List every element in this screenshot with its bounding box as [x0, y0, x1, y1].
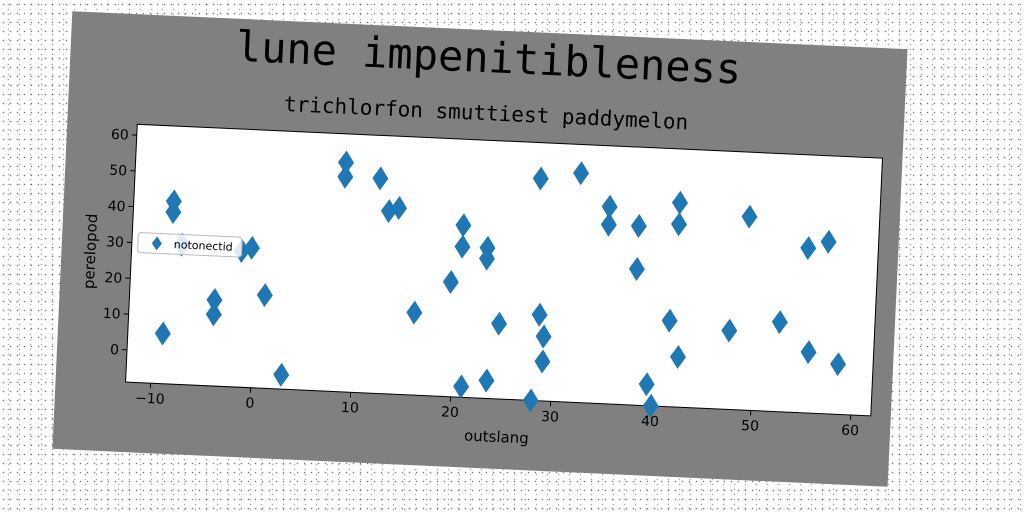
scatter-point-diamond: [479, 246, 495, 271]
scatter-point-diamond: [391, 195, 408, 220]
scatter-point-diamond: [256, 283, 273, 308]
scatter-point-diamond: [661, 308, 678, 333]
y-tick-label: 30: [106, 234, 125, 251]
scatter-point-diamond: [534, 349, 551, 374]
x-tick-label: −10: [135, 391, 165, 408]
x-tick-label: 10: [341, 400, 360, 417]
data-points: [154, 150, 847, 418]
scatter-point-diamond: [491, 311, 508, 336]
scatter-point-diamond: [630, 214, 647, 239]
scatter-point-diamond: [820, 229, 837, 254]
scatter-point-diamond: [338, 150, 355, 175]
y-tick-label: 0: [110, 342, 120, 358]
scatter-point-diamond: [372, 166, 389, 191]
legend-marker-diamond: [151, 236, 162, 251]
y-axis-label: perelopod: [80, 213, 101, 289]
x-tick-label: 30: [541, 409, 560, 426]
scatter-point-diamond: [671, 190, 688, 215]
legend-box: [137, 232, 243, 258]
scatter-point-diamond: [601, 194, 618, 219]
scatter-point-diamond: [800, 236, 817, 261]
plot-area: [125, 123, 884, 417]
scatter-point-diamond: [741, 204, 758, 229]
y-tick-label: 10: [102, 306, 121, 323]
y-tick-label: 50: [109, 163, 128, 180]
scatter-point-diamond: [337, 164, 354, 189]
y-axis-ticks: 0 10 20 30 40 50 60: [102, 127, 137, 358]
scatter-point-diamond: [830, 352, 847, 377]
legend: notonectid: [137, 232, 243, 258]
legend-label: notonectid: [174, 238, 233, 254]
x-axis-ticks: −10 0 10 20 30 40 50 60: [135, 383, 860, 440]
scatter-point-diamond: [800, 340, 817, 365]
scatter-point-diamond: [531, 302, 548, 327]
scatter-point-diamond: [442, 270, 459, 295]
scatter-point-diamond: [771, 310, 788, 335]
y-tick-label: 40: [107, 198, 126, 215]
x-tick-label: 40: [641, 413, 660, 430]
scatter-point-diamond: [380, 199, 397, 224]
x-tick-label: 0: [245, 396, 255, 412]
scatter-point-diamond: [671, 212, 688, 237]
scatter-point-diamond: [573, 161, 590, 186]
x-axis-label: outslang: [464, 426, 530, 447]
scatter-point-diamond: [535, 324, 552, 349]
x-tick-label: 20: [441, 404, 460, 421]
scatter-point-diamond: [154, 321, 171, 346]
scatter-point-diamond: [638, 372, 655, 397]
scatter-point-diamond: [206, 288, 223, 312]
scatter-point-diamond: [165, 200, 182, 225]
chart-rotated-group: lune impenitibleness trichlorfon smuttie…: [52, 11, 908, 487]
x-tick-label: 60: [841, 423, 860, 440]
scatter-point-diamond: [628, 256, 645, 281]
scatter-point-diamond: [454, 234, 471, 259]
scatter-point-diamond: [273, 362, 290, 387]
scatter-point-diamond: [721, 318, 738, 343]
scatter-point-diamond: [600, 212, 617, 237]
y-tick-label: 20: [104, 270, 123, 287]
scatter-point-diamond: [642, 393, 659, 418]
scatter-point-diamond: [478, 368, 495, 393]
scatter-point-diamond: [522, 388, 539, 413]
scatter-point-diamond: [670, 344, 686, 369]
y-tick-label: 60: [111, 127, 130, 144]
scatter-point-diamond: [532, 166, 549, 191]
scatter-point-diamond: [205, 302, 222, 327]
scatter-point-diamond: [453, 374, 470, 399]
scatter-point-diamond: [455, 213, 472, 238]
x-tick-label: 50: [741, 418, 760, 435]
scatter-point-diamond: [406, 300, 423, 325]
scatter-point-diamond: [243, 235, 260, 260]
